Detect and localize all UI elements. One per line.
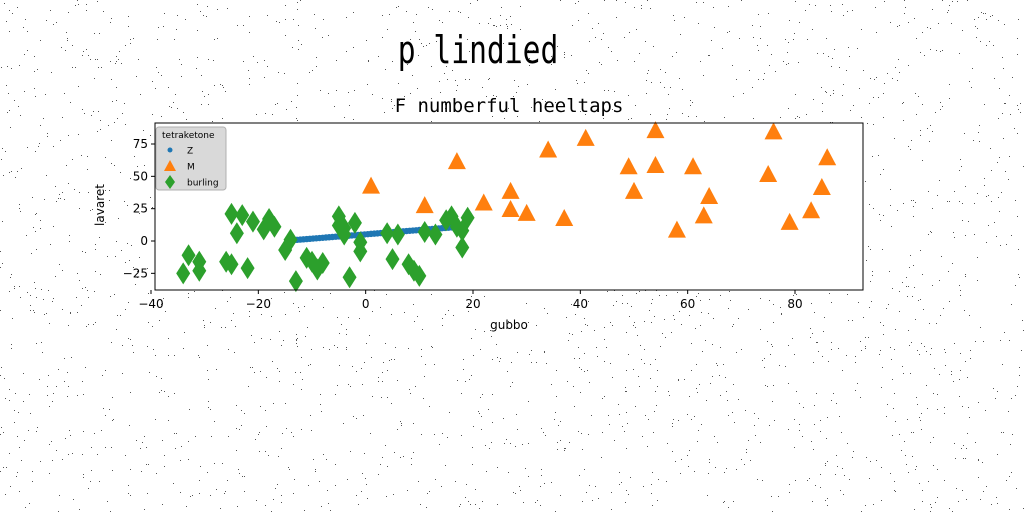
point-burling [192,259,207,282]
point-M [646,121,665,139]
point-burling [412,264,427,287]
point-M [474,193,493,211]
point-M [501,199,520,217]
x-tick-label: 20 [465,297,480,311]
y-tick-label: 50 [133,169,148,183]
point-M [667,220,686,238]
x-axis-label: gubbo [490,318,528,332]
point-M [415,196,434,214]
point-burling [224,202,239,225]
x-tick-label: 60 [680,297,695,311]
point-M [812,177,831,195]
point-burling [380,222,395,245]
point-burling [235,204,250,227]
x-tick-label: 40 [573,297,588,311]
legend-marker-burling [165,175,175,189]
legend-label-Z: Z [187,147,193,157]
point-burling [181,244,196,267]
point-M [517,203,536,221]
x-tick-label: −20 [246,297,271,311]
legend-box [155,126,227,191]
x-tick-label: −40 [138,297,163,311]
point-burling [417,220,432,243]
y-tick-label: 25 [133,202,148,216]
x-tick-label: 0 [362,297,370,311]
point-burling [240,257,255,280]
point-burling [315,251,330,274]
legend-marker-Z [167,147,173,153]
point-M [764,122,783,140]
legend-label-M: M [187,163,195,173]
point-burling [390,223,405,246]
point-M [684,157,703,175]
point-M [802,201,821,219]
point-burling [347,211,362,234]
figure-suptitle: p lindied [397,28,559,72]
point-burling [460,206,475,229]
legend-title: tetraketone [162,131,215,141]
point-M [780,212,799,230]
point-M [555,209,574,227]
series-burling [176,202,475,293]
point-M [646,155,665,173]
point-M [818,148,837,166]
point-burling [229,222,244,245]
point-M [700,187,719,205]
point-M [759,165,778,183]
point-burling [337,217,352,240]
point-burling [283,228,298,251]
y-axis-label: lavaret [93,184,107,226]
point-burling [288,270,303,293]
point-burling [224,253,239,276]
point-burling [267,215,282,238]
point-burling [342,266,357,289]
point-burling [428,223,443,246]
point-M [576,128,595,146]
y-tick-label: 0 [140,234,148,248]
legend-marker-M [164,160,176,171]
point-M [447,152,466,170]
point-M [694,206,713,224]
axes-frame [154,122,864,291]
point-burling [176,262,191,285]
point-M [362,176,381,194]
point-M [619,157,638,175]
point-burling [385,248,400,271]
point-burling [455,236,470,259]
series-M [362,121,837,238]
y-tick-label: −25 [123,266,148,280]
chart-title: F numberful heeltaps [394,95,624,117]
legend-label-burling: burling [187,179,219,189]
point-M [625,181,643,199]
point-M [539,140,558,158]
x-tick-label: 80 [787,297,802,311]
point-M [501,181,520,199]
point-burling [245,210,260,233]
y-tick-label: 75 [133,137,148,151]
point-burling [353,231,368,254]
